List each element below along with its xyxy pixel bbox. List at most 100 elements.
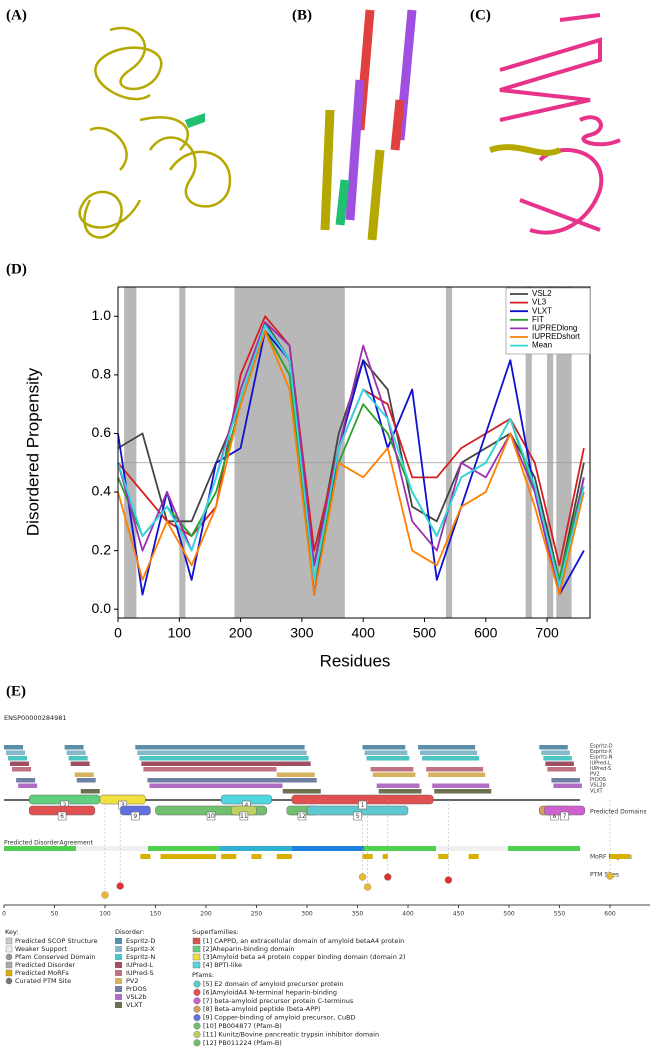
key-item: [12] PB011224 (Pfam-B)	[203, 1039, 282, 1047]
key-item: [10] PB004877 (Pfam-B)	[203, 1022, 282, 1030]
agreement-segment	[148, 846, 220, 851]
disorder-segment	[80, 789, 100, 794]
key-swatch	[115, 970, 122, 976]
panel-label: (A)	[6, 7, 27, 23]
domain-tag	[353, 811, 362, 821]
disorder-segment	[545, 761, 574, 766]
y-tick-label: 1.0	[92, 307, 112, 323]
y-axis-title: Disordered Propensity	[23, 367, 42, 536]
x-tick-label: 300	[290, 625, 314, 641]
domain-tag	[239, 811, 249, 821]
key-title: Disorder:	[115, 928, 145, 936]
key-item: PV2	[126, 977, 139, 985]
series-line	[117, 321, 585, 596]
disorder-segment	[16, 778, 36, 783]
disorder-segment	[418, 745, 476, 750]
x-tick-label: 200	[229, 625, 253, 641]
key-swatch	[115, 938, 122, 944]
disorder-segment	[66, 750, 86, 755]
disorder-segment	[370, 767, 414, 772]
key-title: Key:	[5, 928, 19, 936]
disorder-segment	[543, 756, 572, 761]
legend-label: VSL2	[532, 289, 552, 298]
track-label: Espritz-N	[590, 755, 613, 761]
key-item: Predicted MoRFs	[15, 969, 69, 977]
key-item: Pfam Conserved Domain	[15, 953, 96, 961]
morf	[221, 854, 237, 859]
key-swatch	[5, 969, 13, 977]
e-tick-label: 200	[200, 911, 212, 918]
disorder-segment	[551, 778, 580, 783]
ptm-site	[606, 872, 614, 880]
track-label: VSL2b	[590, 783, 606, 789]
series-line	[117, 324, 585, 587]
key-item: [8] Beta-amyloid peptide (beta-APP)	[203, 1005, 321, 1013]
legend-label: VLXT	[532, 306, 552, 315]
e-tick-label: 250	[251, 911, 263, 918]
disorder-segment	[426, 767, 484, 772]
track-label: PV2	[590, 772, 600, 778]
key-swatch	[115, 1002, 122, 1008]
x-tick-label: 600	[474, 625, 498, 641]
morf	[251, 854, 262, 859]
key-item: Espritz-X	[126, 945, 155, 953]
y-tick-label: 0.6	[92, 424, 112, 440]
disorder-segment	[376, 783, 420, 788]
disorder-segment	[6, 750, 26, 755]
agreement-segment	[292, 846, 364, 851]
disorder-region	[445, 287, 453, 618]
disorder-segment	[139, 756, 273, 761]
disorder-region	[179, 287, 186, 618]
key-item: Espritz-D	[126, 937, 155, 945]
track-label: IUPred-S	[590, 766, 611, 772]
key-swatch	[115, 954, 122, 960]
e-tick-label: 0	[2, 911, 6, 918]
x-tick-label: 100	[168, 625, 192, 641]
agreement-segment	[436, 846, 508, 851]
disorder-segment	[76, 778, 96, 783]
key-swatch	[5, 977, 13, 985]
disorder-segment	[541, 750, 570, 755]
agreement-segment	[76, 846, 148, 851]
ptm-site	[384, 873, 392, 881]
key-item: PrDOS	[126, 985, 147, 993]
e-tick-label: 400	[402, 911, 414, 918]
disorder-segment	[432, 783, 490, 788]
disorder-segment	[64, 745, 84, 750]
track-label: Espritz-X	[590, 749, 613, 755]
key-swatch	[193, 997, 201, 1005]
structure-b	[320, 9, 417, 241]
disorder-segment	[366, 756, 410, 761]
disorder-segment	[364, 750, 408, 755]
feature-map: Espritz-DEspritz-XEspritz-NIUPred-LIUPre…	[2, 744, 650, 1047]
x-tick-label: 0	[114, 625, 122, 641]
y-tick-label: 0.8	[92, 366, 112, 382]
panel-label: (B)	[292, 7, 312, 23]
ptm-site	[363, 883, 372, 891]
disorder-segment	[68, 756, 88, 761]
disorder-segment	[143, 767, 277, 772]
disorder-segment	[266, 745, 305, 750]
key-item: VLXT	[126, 1001, 142, 1009]
key-title: Superfamilies:	[192, 928, 239, 936]
x-axis-title: Residues	[320, 651, 391, 670]
disorder-segment	[378, 789, 422, 794]
protein-id: ENSP00000284981	[4, 714, 67, 722]
key-item: [5] E2 domain of amyloid precursor prote…	[203, 980, 344, 988]
disorder-segment	[10, 761, 30, 766]
domain-number: 7	[563, 813, 567, 820]
ptm-site	[116, 882, 124, 890]
agreement-segment	[220, 846, 292, 851]
disorder-segment	[372, 772, 416, 777]
disorder-segment	[278, 778, 317, 783]
structure-c-helix	[489, 144, 562, 156]
key-item: [7] beta-amyloid precursor protein C-ter…	[203, 997, 354, 1005]
domain-tag	[131, 811, 140, 821]
key-swatch	[115, 978, 122, 984]
key-item: VSL2b	[126, 993, 146, 1001]
track-label: PrDOS	[590, 777, 606, 783]
panel-label: (C)	[470, 7, 491, 23]
key-item: [4] BPTI-like	[203, 961, 242, 969]
morf	[160, 854, 217, 859]
